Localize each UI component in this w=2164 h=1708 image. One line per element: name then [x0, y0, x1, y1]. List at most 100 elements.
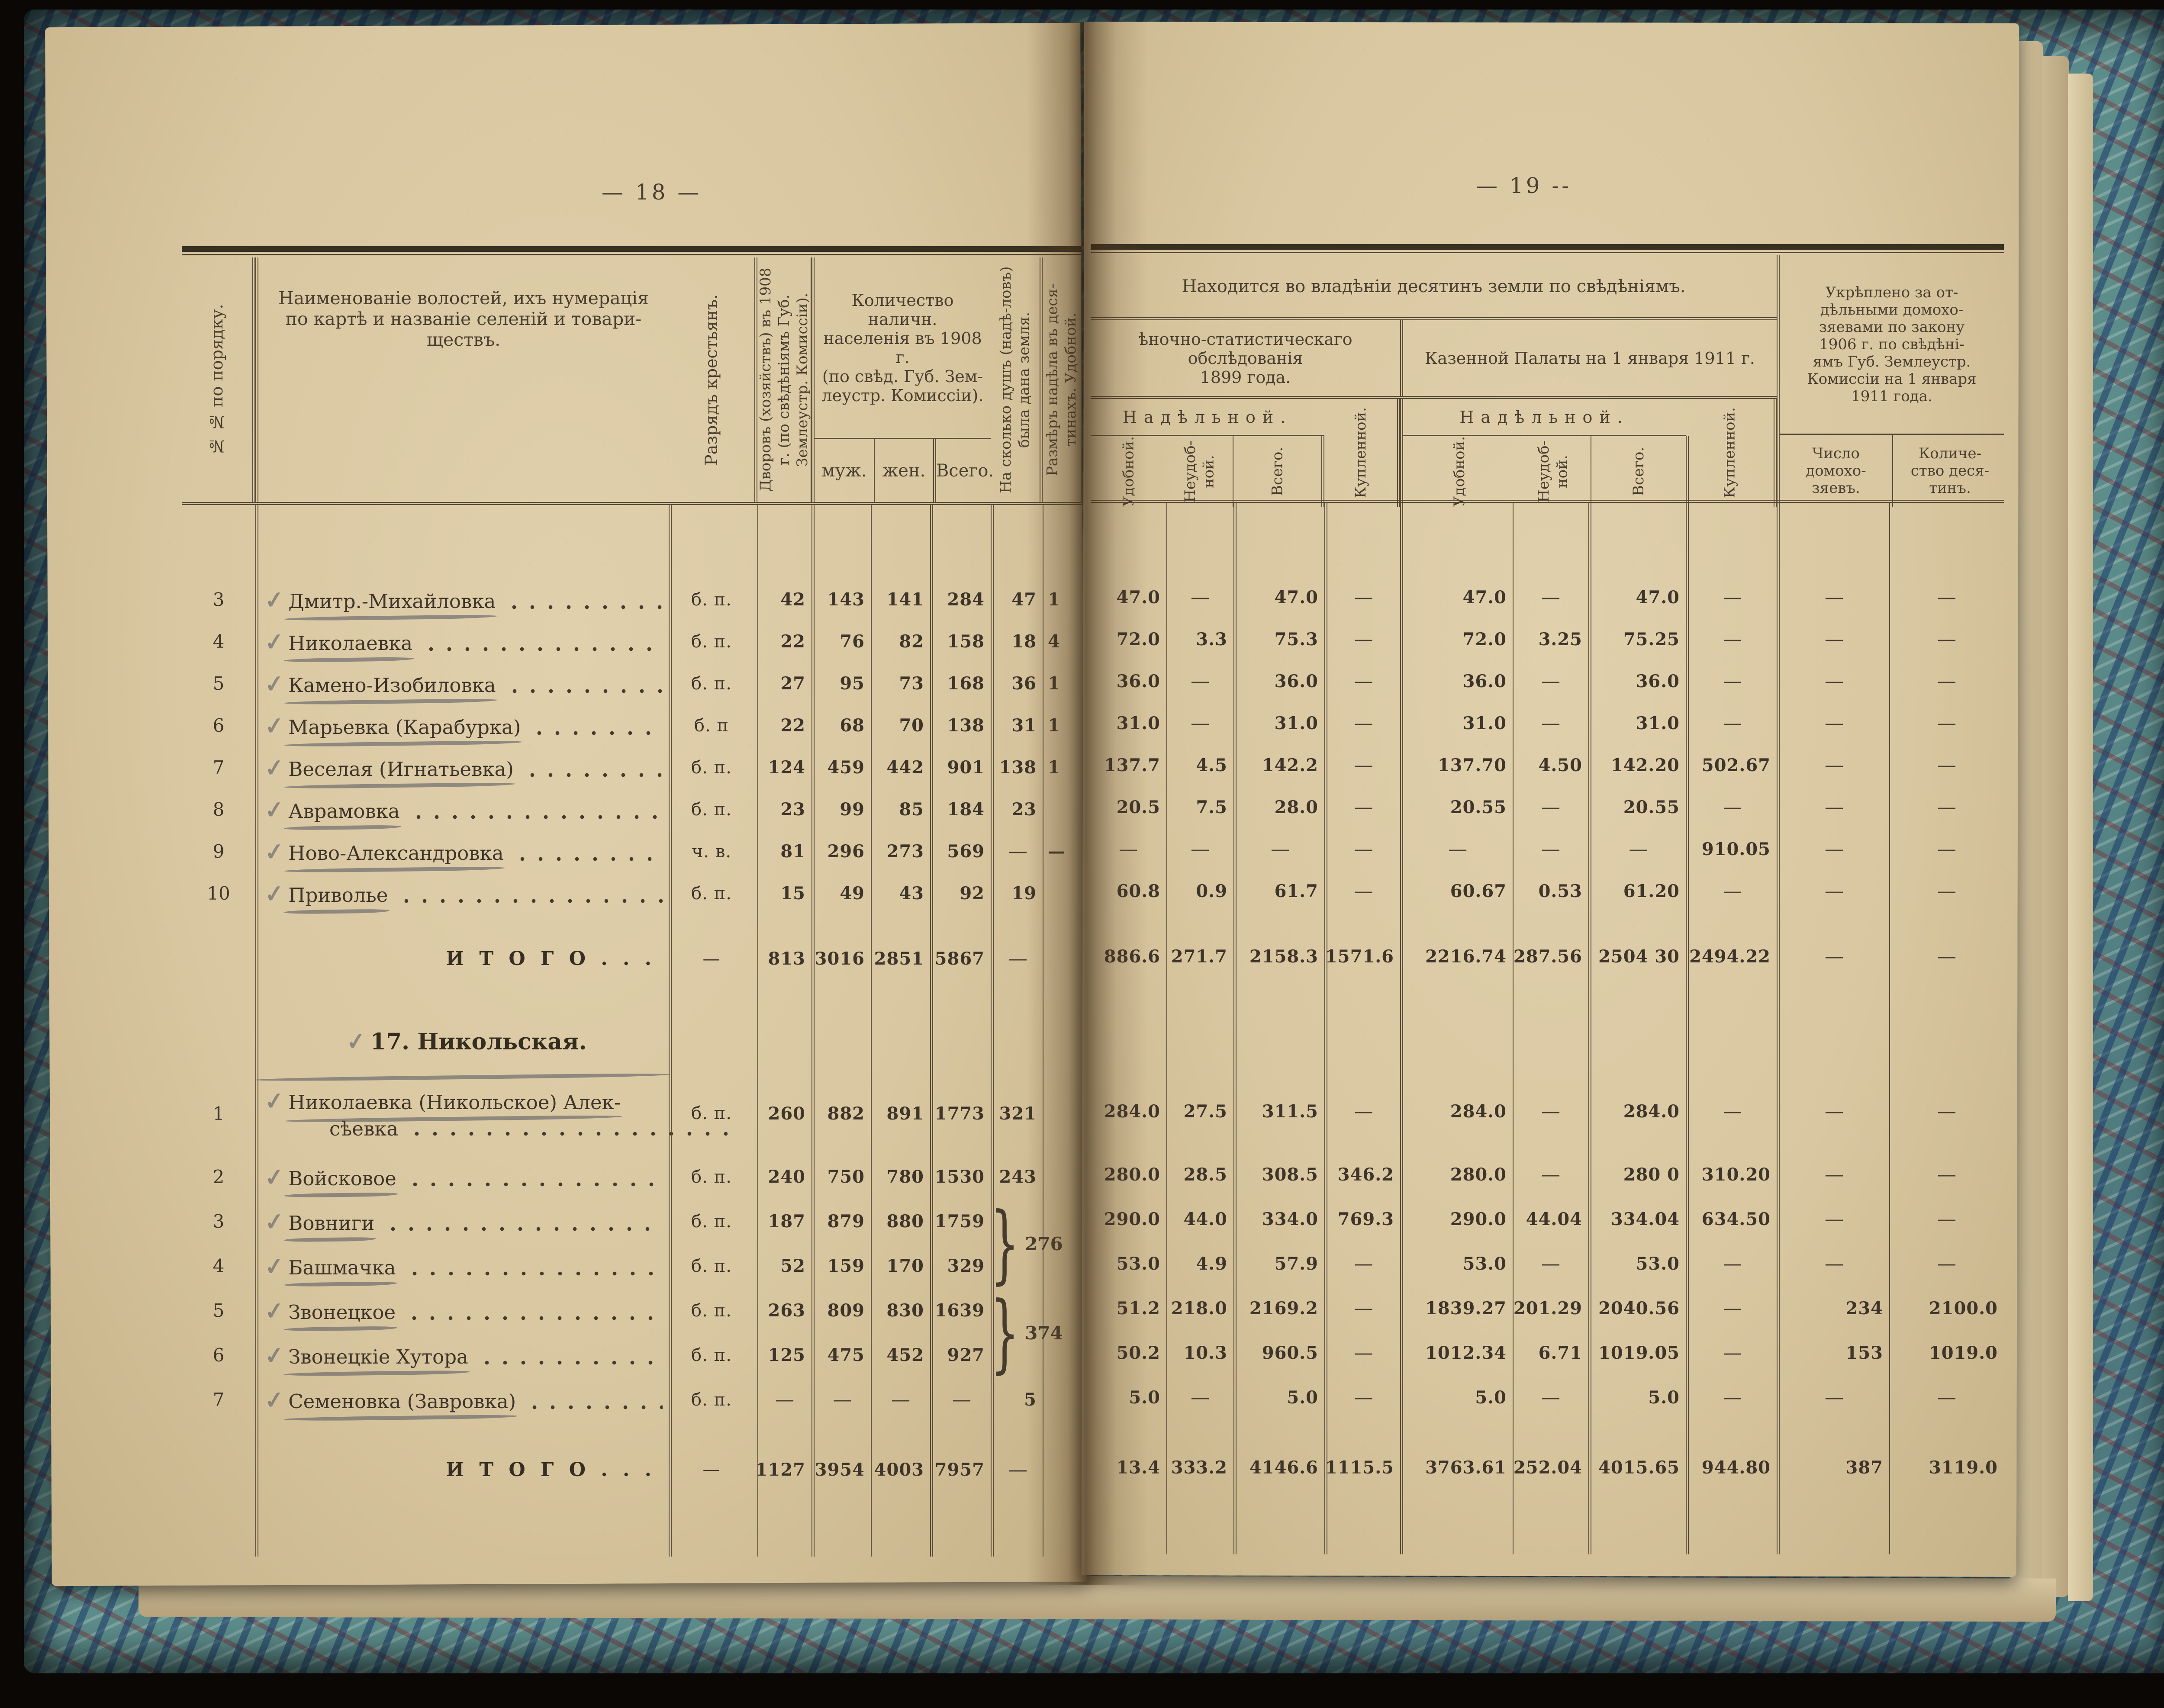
- u1899-cell: 13.4: [1116, 1457, 1160, 1478]
- village-name: Ново-Александровка: [288, 841, 504, 865]
- row-number-cell: [182, 1491, 255, 1557]
- k1911-cell: —: [1686, 660, 1777, 702]
- row-number-cell: 5: [213, 1300, 225, 1321]
- table-row: 3 ✓ Дмитр.-Михайловка б. п. 42 143 141 284 47 1: [182, 579, 1082, 621]
- zhen-cell: 43: [871, 872, 930, 914]
- k1911-cell: —: [1686, 1331, 1777, 1375]
- table-row: 72.0 3.3 75.3—72.0 3.25 75.25— — —: [1091, 618, 2004, 660]
- u1899-cell: [1091, 977, 1166, 1007]
- dom-cell: —: [1777, 1152, 1889, 1197]
- k1911-cell: —: [1686, 702, 1777, 744]
- v1911-cell: 75.25: [1588, 618, 1686, 660]
- header-nadelnoy-1899: Надѣльной.: [1091, 399, 1324, 436]
- u1899-cell: 886.6: [1104, 946, 1160, 967]
- v1911-cell: 2504 30: [1588, 936, 1686, 977]
- zhen-cell: 830: [871, 1288, 930, 1333]
- zhen-cell: [871, 505, 930, 579]
- n1899-cell: [1166, 1489, 1233, 1554]
- zhen-cell: 73: [871, 663, 930, 704]
- naskolko-cell: 138: [991, 746, 1043, 788]
- dom-cell: 153: [1777, 1331, 1889, 1375]
- u1911-cell: 2216.74: [1400, 936, 1513, 977]
- table-row: [182, 914, 1082, 938]
- dom-cell: —: [1777, 870, 1889, 912]
- n1911-cell: —: [1513, 1242, 1588, 1286]
- zhen-cell: 82: [871, 621, 930, 663]
- n1899-cell: —: [1166, 828, 1233, 870]
- dot-leaders: [504, 605, 663, 609]
- dot-leaders: [408, 814, 663, 819]
- dvorov-cell: 27: [757, 663, 812, 704]
- u1911-cell: 284.0: [1400, 1070, 1513, 1152]
- razmer-fragment-cell: [1043, 1010, 1082, 1072]
- razryad-cell: б. п.: [669, 746, 757, 788]
- muzh-cell: [812, 1422, 871, 1448]
- dom-cell: [1777, 1420, 1889, 1446]
- u1911-cell: 36.0: [1400, 660, 1513, 702]
- nadel-1899-sub: Удобной. Неудоб- ной. Всего.: [1091, 436, 1324, 507]
- k1899-cell: 346.2: [1324, 1152, 1400, 1197]
- header-name-col: Наименованіе волостей, ихъ нумерація по …: [255, 257, 669, 502]
- n1899-cell: —: [1166, 702, 1233, 744]
- village-name: Аврамовка: [288, 799, 400, 823]
- table-top-rule-2: [182, 254, 1082, 255]
- k1911-cell: 910.05: [1686, 828, 1777, 870]
- muzh-cell: 750: [812, 1155, 871, 1199]
- k1899-cell: [1324, 1489, 1400, 1554]
- des-cell: [1889, 1420, 2004, 1446]
- u1911-cell: 137.70: [1400, 744, 1513, 786]
- razryad-cell: [669, 979, 757, 1010]
- village-name-cell: ✓ Войсковое: [255, 1155, 669, 1199]
- table-right-half: Находится во владѣніи десятинъ земли по …: [1091, 244, 2004, 1554]
- v1911-cell: 47.0: [1588, 576, 1686, 618]
- header-naskolko-col: На сколько душъ (надѣ-ловъ) была дана зе…: [991, 257, 1043, 502]
- razryad-cell: ч. в.: [669, 830, 757, 872]
- naskolko-cell: —: [991, 830, 1043, 872]
- n1911-cell: 4.50: [1513, 744, 1588, 786]
- razryad-cell: б. п.: [669, 621, 757, 663]
- dot-leaders: [504, 688, 663, 693]
- village-name: Николаевка (Никольское) Алек-: [288, 1090, 621, 1114]
- vsego-cell: 5867: [930, 938, 991, 979]
- pencil-check-icon: ✓: [263, 753, 286, 782]
- dom-cell: —: [1777, 702, 1889, 744]
- dom-cell: [1777, 1489, 1889, 1554]
- n1911-cell: [1513, 1007, 1588, 1070]
- n1911-cell: —: [1513, 828, 1588, 870]
- n1911-cell: —: [1513, 660, 1588, 702]
- n1899-cell: 218.0: [1166, 1286, 1233, 1331]
- muzh-cell: 76: [812, 621, 871, 663]
- village-name: Николаевка: [288, 631, 413, 655]
- dvorov-cell: [757, 1491, 812, 1557]
- u1911-cell: 47.0: [1400, 576, 1513, 618]
- vsego-cell: [930, 505, 991, 579]
- u1899-cell: [1091, 1420, 1166, 1446]
- header-udobnoy-1911: Удобной.: [1450, 436, 1468, 507]
- zhen-cell: [871, 1422, 930, 1448]
- razmer-fragment-cell: 4: [1043, 621, 1082, 663]
- naskolko-cell: [991, 1422, 1043, 1448]
- village-name-cell: ✓ Звонецкое: [255, 1288, 669, 1333]
- des-cell: —: [1889, 744, 2004, 786]
- naskolko-cell: 243: [991, 1155, 1043, 1199]
- v1899-cell: 47.0: [1233, 576, 1324, 618]
- vsego-cell: 138: [930, 704, 991, 746]
- u1899-cell: 53.0: [1116, 1254, 1160, 1274]
- v1899-cell: 334.0: [1233, 1197, 1324, 1242]
- k1911-cell: [1686, 1007, 1777, 1070]
- vsego-cell: —: [930, 1377, 991, 1422]
- muzh-cell: 3016: [812, 938, 871, 979]
- village-name-cell: ✓ Веселая (Игнатьевка): [255, 746, 669, 788]
- dvorov-cell: [757, 914, 812, 938]
- village-name-cell: ✓ Аврамовка: [255, 788, 669, 830]
- des-cell: —: [1889, 1070, 2004, 1152]
- u1911-cell: [1400, 912, 1513, 936]
- table-row: [1091, 1007, 2004, 1070]
- u1911-cell: [1400, 503, 1513, 576]
- table-row: [1091, 1489, 2004, 1554]
- v1899-cell: 142.2: [1233, 744, 1324, 786]
- n1899-cell: 7.5: [1166, 786, 1233, 828]
- row-number-cell: 2: [213, 1166, 225, 1187]
- k1899-cell: —: [1324, 786, 1400, 828]
